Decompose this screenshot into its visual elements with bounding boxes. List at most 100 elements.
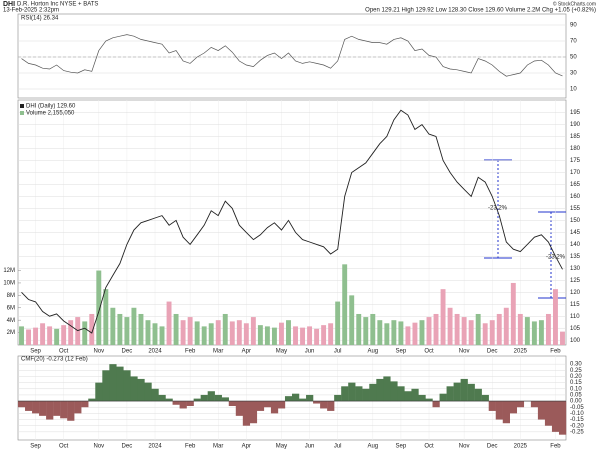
legend-entry: Volume 2,155,050 [26, 111, 75, 117]
x-tick-label: Feb [185, 349, 196, 355]
volume-bar [82, 321, 88, 345]
volume-bar [314, 328, 320, 345]
volume-bar [68, 320, 74, 345]
company-name: D.R. Horton Inc NYSE + BATS [17, 2, 98, 8]
volume-bar [440, 289, 446, 345]
x-tick-label: 2025 [514, 349, 528, 355]
volume-bar [271, 327, 277, 345]
x-tick-label: Sep [396, 349, 407, 355]
cmf-bar [341, 386, 349, 402]
x-tick-label: Oct [59, 444, 69, 450]
legend-swatch [20, 111, 24, 115]
volume-bar [531, 321, 537, 345]
x-tick-label: Dec [487, 444, 498, 450]
cmf-bar [137, 378, 145, 402]
cmf-bar [284, 396, 293, 402]
volume-bar [124, 317, 130, 345]
cmf-bar [551, 401, 560, 432]
volume-bar [19, 326, 24, 345]
rsi-panel [17, 13, 567, 99]
volume-bar [461, 317, 467, 345]
y-tick-label: -0.10 [570, 411, 584, 417]
x-tick-label: Feb [550, 349, 561, 355]
volume-bar [54, 328, 60, 345]
x-tick-label: Sep [30, 444, 41, 450]
x-tick-label: Dec [122, 444, 133, 450]
cmf-bar [299, 398, 307, 402]
cmf-bar [249, 401, 258, 424]
volume-bar [321, 325, 327, 345]
y-tick-label: -0.20 [570, 423, 584, 429]
volume-bar [236, 320, 242, 345]
rsi-line [21, 34, 563, 77]
volume-bar [545, 313, 551, 345]
volume-bar [96, 270, 102, 345]
cmf-bar [383, 376, 391, 402]
volume-bar [215, 320, 221, 345]
price-line [21, 109, 563, 334]
y-tick-label: 135 [570, 254, 581, 260]
volume-bar [356, 313, 362, 345]
y-tick-label: 2M [7, 330, 15, 336]
cmf-bar [242, 401, 251, 426]
cmf-bar [306, 394, 314, 402]
cmf-bar [270, 401, 279, 414]
cmf-bar [320, 401, 328, 409]
legend-entry: DHI (Daily) 129.60 [26, 104, 76, 110]
y-tick-label: 155 [570, 206, 581, 212]
y-tick-label: 10M [3, 281, 15, 287]
y-tick-label: 175 [570, 158, 581, 164]
cmf-bar [277, 401, 286, 409]
cmf-panel [17, 355, 567, 441]
cmf-bar [404, 391, 412, 402]
y-tick-label: 12M [3, 268, 15, 274]
x-tick-label: Nov [459, 349, 470, 355]
x-tick-label: May [276, 349, 287, 355]
cmf-bar [411, 388, 419, 402]
y-tick-label: 130 [570, 266, 581, 272]
volume-bar [433, 313, 439, 345]
x-tick-label: Feb [185, 444, 196, 450]
volume-bar [89, 313, 95, 345]
cmf-bar [460, 378, 468, 402]
cmf-bar [74, 401, 82, 414]
x-tick-label: Jul [334, 349, 342, 355]
volume-bar [152, 323, 158, 345]
y-tick-label: 120 [570, 290, 581, 296]
volume-bar [117, 313, 123, 345]
y-tick-label: -0.15 [570, 417, 584, 423]
volume-bar [264, 326, 270, 345]
cmf-bar [263, 401, 272, 408]
cmf-bar [502, 401, 510, 424]
y-tick-label: 195 [570, 110, 581, 116]
y-tick-label: 150 [570, 218, 581, 224]
volume-bar [370, 313, 376, 345]
cmf-bar [544, 401, 553, 426]
cmf-bar [60, 401, 68, 419]
cmf-bar [558, 401, 567, 435]
y-tick-label: -0.25 [570, 429, 584, 435]
y-tick-label: 145 [570, 230, 581, 236]
y-tick-label: 0.20 [570, 374, 582, 380]
y-tick-label: 0.15 [570, 380, 582, 386]
y-tick-label: 125 [570, 278, 581, 284]
cmf-bar [467, 383, 475, 402]
volume-bar [47, 326, 53, 345]
cmf-bar [81, 401, 89, 408]
y-tick-label: 185 [570, 134, 581, 140]
volume-bar [257, 325, 263, 345]
x-tick-label: Nov [93, 444, 104, 450]
x-tick-label: 2025 [514, 444, 528, 450]
cmf-bar [439, 393, 447, 402]
volume-bar [173, 313, 179, 345]
cmf-bar [32, 401, 40, 414]
y-tick-label: 4M [7, 318, 15, 324]
panel-title: RSI(14) 26.34 [21, 16, 59, 22]
cmf-bar [313, 401, 321, 404]
y-tick-label: 8M [7, 293, 15, 299]
volume-bar [279, 322, 284, 345]
credit: © StockCharts.com [553, 0, 596, 7]
panel-title: CMF(20) -0.273 (12 Feb) [21, 357, 88, 363]
date: 13-Feb-2025 2:32pm [3, 8, 59, 14]
y-tick-label: 105 [570, 326, 581, 332]
